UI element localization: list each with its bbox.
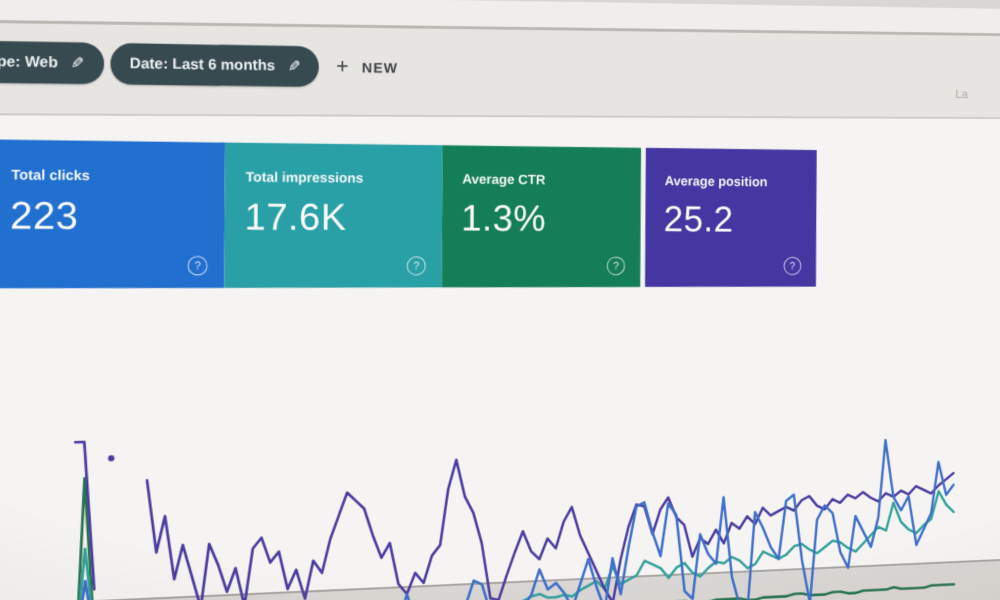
new-filter-label: NEW <box>361 59 398 77</box>
metric-label: Total impressions <box>245 169 364 186</box>
filter-bar: type: Web ✎ Date: Last 6 months ✎ + NEW … <box>0 22 1000 120</box>
metric-label: Average position <box>664 173 768 190</box>
edit-pencil-icon[interactable]: ✎ <box>287 58 301 76</box>
help-question-icon[interactable]: ? <box>187 256 208 276</box>
metric-label: Average CTR <box>462 171 546 188</box>
edit-pencil-icon[interactable]: ✎ <box>70 54 85 73</box>
metric-value: 1.3% <box>460 197 547 239</box>
filter-chip-date-range[interactable]: Date: Last 6 months ✎ <box>110 43 319 88</box>
help-question-icon[interactable]: ? <box>606 256 626 276</box>
metric-cards-row: Total clicks 223 ? Total impressions 17.… <box>0 139 817 289</box>
help-question-icon[interactable]: ? <box>783 256 802 276</box>
average-ctr-card[interactable]: Average CTR 1.3% ? <box>441 145 642 288</box>
metric-value: 17.6K <box>244 195 347 239</box>
total-clicks-card[interactable]: Total clicks 223 ? <box>0 139 226 289</box>
performance-line-chart: 2/24/193/10/193/24/194/7/194/21/195/5/19… <box>73 399 962 600</box>
plus-icon: + <box>336 54 350 79</box>
filter-chip-label: type: Web <box>0 53 58 72</box>
metric-value: 25.2 <box>663 198 734 240</box>
metric-label: Total clicks <box>11 166 90 184</box>
performance-panel: Total clicks 223 ? Total impressions 17.… <box>0 115 1000 600</box>
cropped-corner-text: La <box>955 86 969 102</box>
average-position-card[interactable]: Average position 25.2 ? <box>645 147 817 287</box>
filter-chip-label: Date: Last 6 months <box>129 55 276 75</box>
total-impressions-card[interactable]: Total impressions 17.6K ? <box>224 142 443 288</box>
metric-value: 223 <box>9 194 79 238</box>
help-question-icon[interactable]: ? <box>406 256 426 276</box>
filter-chip-search-type[interactable]: type: Web ✎ <box>0 40 104 85</box>
new-filter-button[interactable]: + NEW <box>336 47 398 88</box>
